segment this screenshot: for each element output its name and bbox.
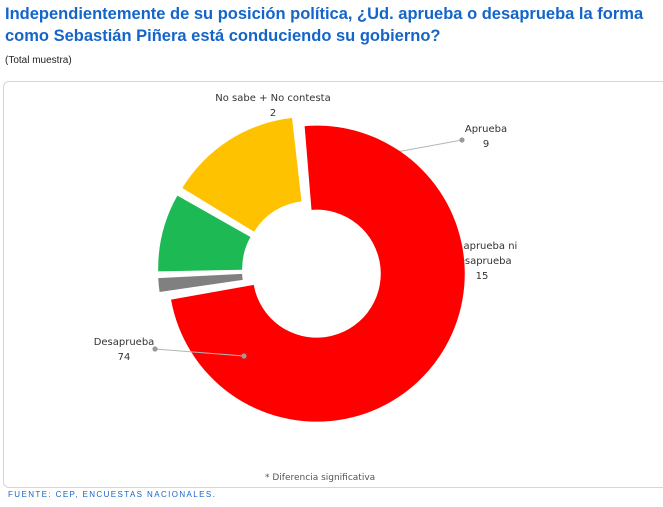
footnote: * Diferencia significativa bbox=[265, 473, 376, 483]
slice-no-sabe-no-contesta bbox=[158, 273, 243, 292]
data-label-category: desaprueba bbox=[452, 256, 511, 267]
data-label-category: Desaprueba bbox=[94, 337, 155, 348]
chart-title: Independientemente de su posición políti… bbox=[5, 5, 644, 45]
data-label-value: 74 bbox=[118, 352, 131, 363]
leader-dot bbox=[152, 346, 158, 352]
data-label-value: 2 bbox=[270, 108, 276, 119]
leader-dot bbox=[241, 353, 247, 359]
data-label-category: Aprueba bbox=[465, 124, 507, 135]
data-label-category: No sabe + No contesta bbox=[215, 93, 330, 104]
chart-subtitle: (Total muestra) bbox=[5, 55, 72, 66]
slice-aprueba bbox=[158, 195, 251, 272]
leader-line bbox=[154, 348, 245, 357]
data-label-value: 15 bbox=[476, 271, 489, 282]
leader-dot bbox=[459, 137, 465, 143]
data-label-category: No aprueba ni bbox=[447, 241, 518, 252]
source-note: FUENTE: CEP, ENCUESTAS NACIONALES. bbox=[8, 490, 217, 499]
data-label-value: 9 bbox=[483, 139, 489, 150]
slice-no-aprueba-ni-desaprueba bbox=[182, 117, 302, 232]
slice-desaprueba bbox=[171, 125, 465, 422]
